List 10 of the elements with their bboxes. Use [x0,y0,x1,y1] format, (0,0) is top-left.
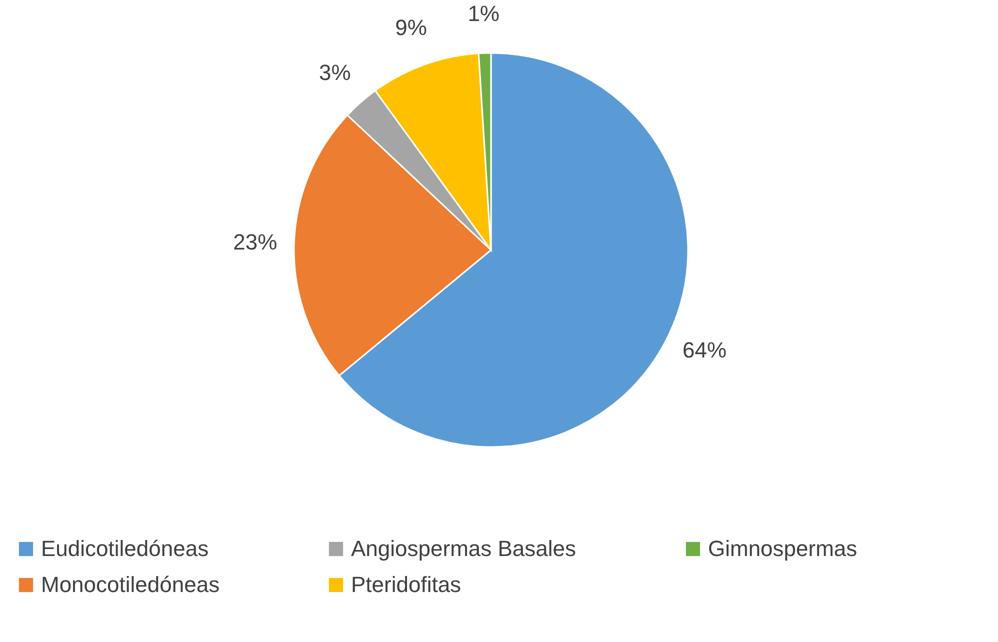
legend-label: Angiospermas Basales [351,536,576,561]
legend-label: Eudicotiledóneas [41,536,209,561]
data-label: 23% [233,230,278,255]
legend-label: Monocotiledóneas [41,572,220,597]
data-label: 64% [682,337,727,362]
legend-label: Pteridofitas [351,572,462,597]
data-label: 1% [468,1,500,26]
legend-label: Gimnospermas [708,536,858,561]
data-label: 3% [319,60,351,85]
data-label: 9% [395,14,427,40]
